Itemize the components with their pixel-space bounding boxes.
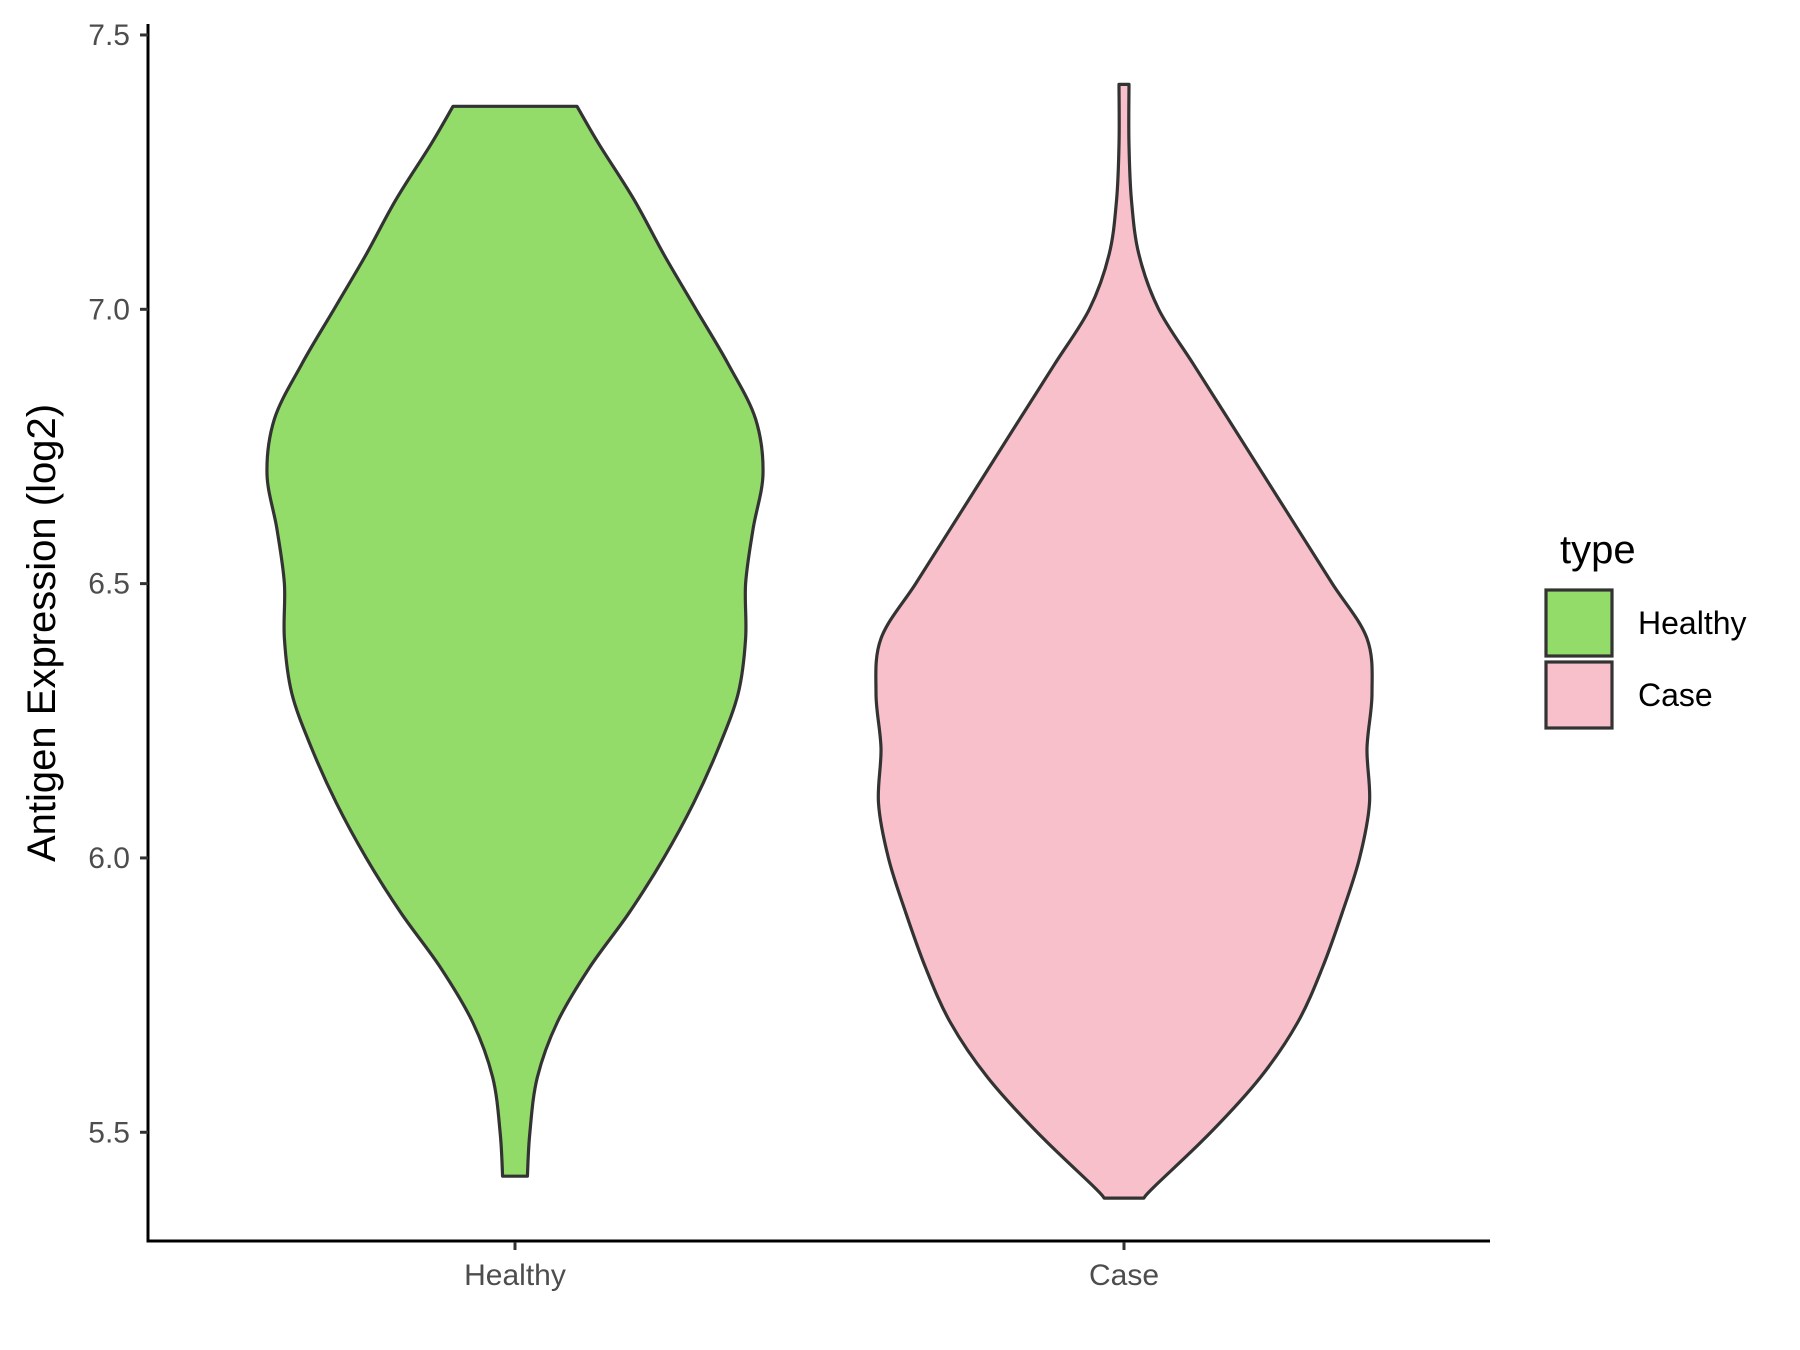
y-tick-label: 6.0 <box>88 842 130 875</box>
y-tick-label: 5.5 <box>88 1116 130 1149</box>
y-tick-label: 6.5 <box>88 568 130 601</box>
y-tick-label: 7.5 <box>88 19 130 52</box>
violin-case <box>874 82 1374 1200</box>
legend: type Healthy Case <box>1544 528 1747 730</box>
legend-swatch-healthy <box>1544 588 1614 658</box>
violin-healthy <box>265 104 765 1178</box>
x-tick-label: Case <box>1089 1259 1159 1292</box>
legend-swatch-case <box>1544 660 1614 730</box>
y-axis-title: Antigen Expression (log2) <box>20 404 64 862</box>
legend-title: type <box>1560 528 1636 572</box>
legend-label-healthy: Healthy <box>1638 605 1747 641</box>
y-tick-label: 7.0 <box>88 293 130 326</box>
y-axis-ticks: 5.5 6.0 6.5 7.0 7.5 <box>88 19 148 1149</box>
legend-label-case: Case <box>1638 677 1713 713</box>
x-tick-label: Healthy <box>464 1259 566 1292</box>
x-axis-ticks: Healthy Case <box>464 1242 1159 1292</box>
violins-layer <box>265 82 1374 1200</box>
legend-items: Healthy Case <box>1544 588 1747 730</box>
